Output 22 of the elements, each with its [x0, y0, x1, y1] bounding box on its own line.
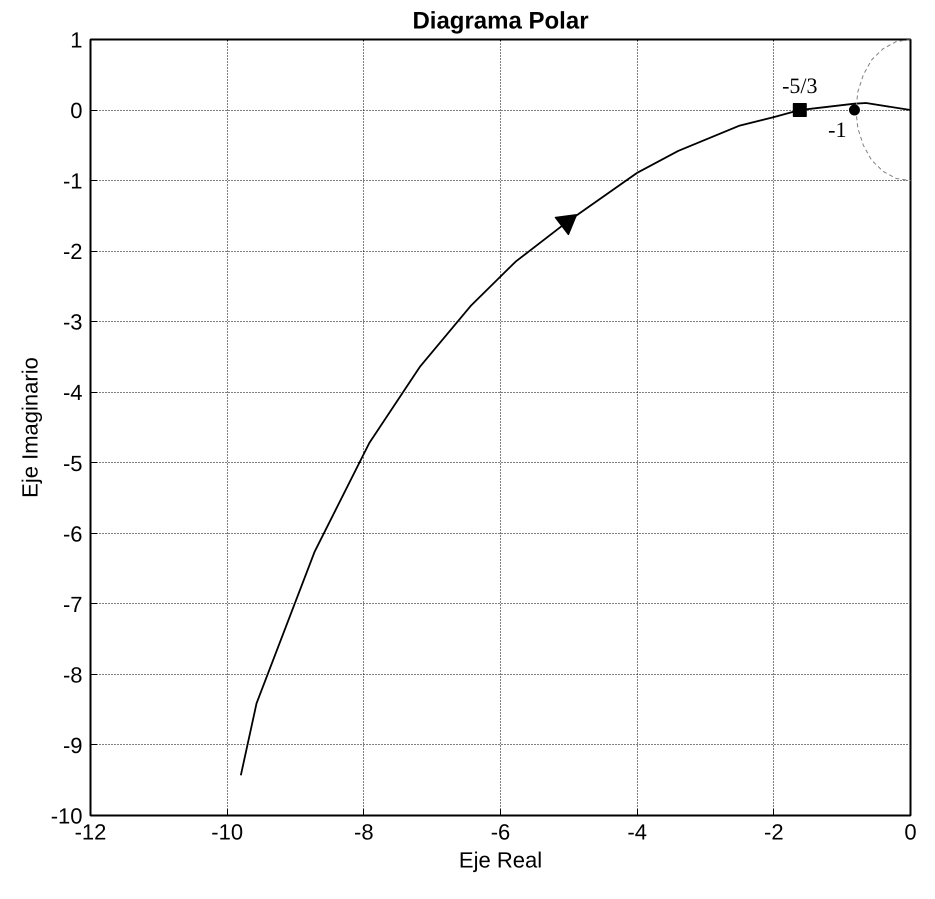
y-axis-title: Eje Imaginario: [18, 357, 43, 498]
x-tick-label: 0: [904, 820, 917, 844]
annotation: -5/3: [782, 73, 818, 98]
x-axis-title: Eje Real: [458, 848, 542, 872]
x-tick-label: -10: [211, 820, 244, 844]
y-tick-label: -7: [62, 592, 82, 617]
y-tick-label: -2: [62, 239, 82, 264]
annotation: -1: [828, 117, 846, 142]
y-tick-label: -1: [62, 168, 82, 194]
x-tick-label: -8: [354, 820, 374, 844]
y-tick-label: -5: [62, 450, 82, 476]
y-tick-label: -8: [62, 662, 82, 688]
x-tick-label: -6: [490, 820, 510, 844]
y-tick-label: -6: [62, 521, 82, 546]
x-tick-label: -2: [764, 820, 784, 844]
y-tick-label: -3: [62, 310, 82, 335]
y-tick-label: -9: [62, 732, 82, 758]
y-tick-label: 1: [70, 28, 83, 52]
x-tick-label: -4: [627, 820, 647, 844]
y-tick-label: -4: [62, 380, 82, 406]
chart-title: Diagrama Polar: [412, 8, 589, 34]
y-tick-label: 0: [70, 98, 83, 124]
